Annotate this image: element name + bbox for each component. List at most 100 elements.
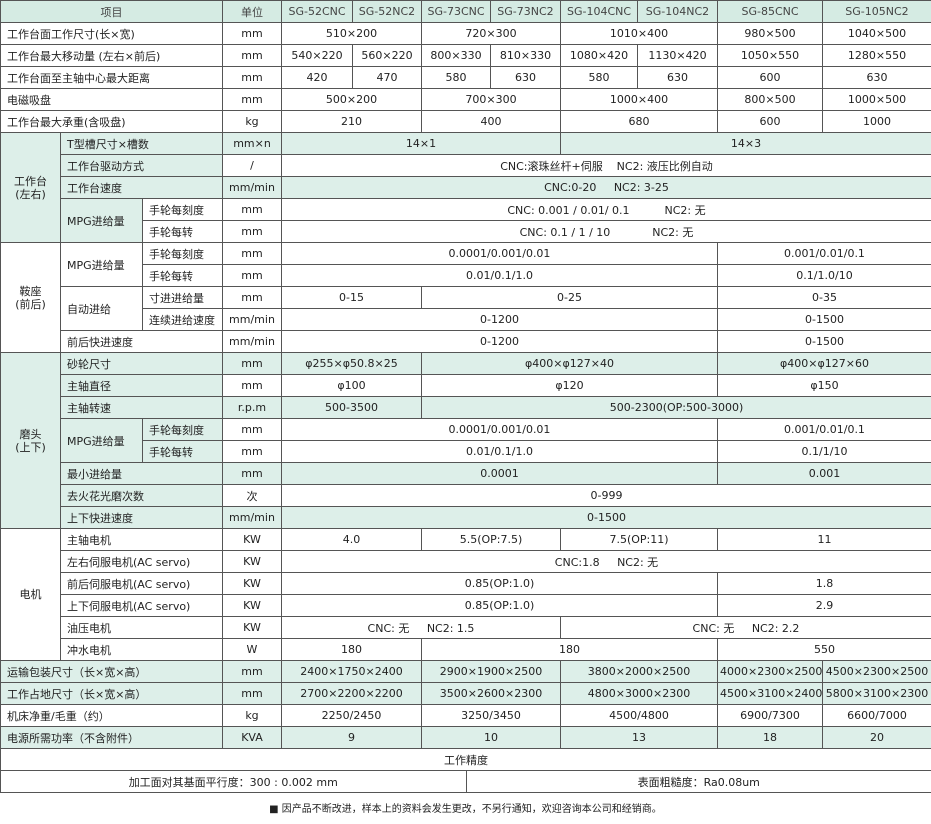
- table-row: 上下伺服电机(AC servo) KW 0.85(OP:1.0) 2.9: [1, 594, 931, 617]
- cell: 手轮每刻度: [142, 198, 223, 221]
- cell: 0.0001/0.001/0.01: [281, 242, 718, 265]
- table-row: 冲水电机 W 180 180 550: [1, 638, 931, 661]
- table-row: 工作台面至主轴中心最大距离 mm 420 470 580 630 580 630 600 630: [0, 66, 931, 89]
- cell: φ255×φ50.8×25: [281, 352, 422, 375]
- cell: 500×200: [281, 88, 422, 111]
- cell: φ150: [717, 374, 931, 397]
- cell: 0-1200: [281, 308, 718, 331]
- table-row: 工作台 (左右) T型槽尺寸×槽数 mm×n 14×1 14×3: [0, 132, 931, 243]
- cell: 4500/4800: [560, 704, 718, 727]
- table-row: 前后快进速度 mm/min 0-1200 0-1500: [1, 330, 931, 353]
- cell: 手轮每刻度: [142, 418, 223, 441]
- cell: 420: [281, 66, 353, 89]
- cell: KVA: [222, 726, 282, 749]
- cell: 14×1: [281, 132, 561, 155]
- cell: 前后快进速度: [60, 330, 223, 353]
- table-row: 鞍座 (前后) MPG进给量 手轮每刻度 mm 0.0001/0.001/0.01 0.0…: [0, 242, 931, 353]
- cell: 0.001: [717, 462, 931, 485]
- cell: mm: [222, 440, 282, 463]
- cell: 0.85(OP:1.0): [281, 572, 718, 595]
- table-row: 工作台驱动方式 / CNC:滚珠丝杆+伺服 NC2: 液压比例自动: [1, 154, 931, 177]
- cell: 4.0: [281, 528, 422, 551]
- header-cell: 单位: [222, 0, 282, 23]
- table-row: 工作台速度 mm/min CNC:0-20 NC2: 3-25: [1, 176, 931, 199]
- cell: 加工面对其基面平行度：300 : 0.002 mm 表面粗糙度：Ra0.08um: [0, 770, 931, 793]
- cell: φ400×φ127×60: [717, 352, 931, 375]
- cell: KW: [222, 594, 282, 617]
- cell: 500-2300(OP:500-3000): [421, 396, 931, 419]
- cell: 630: [490, 66, 561, 89]
- cell: 180: [281, 638, 422, 661]
- cell: 前后伺服电机(AC servo): [60, 572, 223, 595]
- table-row: 电源所需功率（不含附件） KVA 9 10 13 18 20: [0, 726, 931, 749]
- cell: 主轴电机: [60, 528, 223, 551]
- cell: 9: [281, 726, 422, 749]
- table-row: 工作台面工作尺寸(长×宽) mm 510×200 720×300 1010×400 980…: [0, 22, 931, 45]
- table-row: 机床净重/毛重（约） kg 2250/2450 3250/3450 4500/4800 6…: [0, 704, 931, 727]
- table-row: 主轴转速 r.p.m 500-3500 500-2300(OP:500-3000): [1, 396, 931, 419]
- table-row: 加工面对其基面平行度：300 : 0.002 mm 表面粗糙度：Ra0.08um: [0, 770, 931, 793]
- cell: 0-1200: [281, 330, 718, 353]
- cell: 3800×2000×2500: [560, 660, 718, 683]
- cell: 400: [421, 110, 561, 133]
- cell: 550: [717, 638, 931, 661]
- cell: 0-999: [281, 484, 931, 507]
- cell: kg: [222, 110, 282, 133]
- table-row: 油压电机 KW CNC: 无 NC2: 1.5 CNC: 无 NC2: 2.2: [1, 616, 931, 639]
- cell: CNC: 无 NC2: 2.2: [560, 616, 931, 639]
- table-row: 工作占地尺寸（长×宽×高） mm 2700×2200×2200 3500×2600×2…: [0, 682, 931, 705]
- cell: 600: [717, 110, 823, 133]
- cell: 工作台速度: [60, 176, 223, 199]
- cell: MPG进给量: [60, 418, 143, 463]
- cell: 手轮每转: [142, 220, 223, 243]
- cell: MPG进给量: [60, 198, 143, 243]
- cell: 0-1500: [717, 330, 931, 353]
- header-cell: SG-73CNC: [421, 0, 491, 23]
- cell: 手轮每转: [142, 440, 223, 463]
- cell: 4800×3000×2300: [560, 682, 718, 705]
- cell: 1000: [822, 110, 931, 133]
- cell: 630: [637, 66, 718, 89]
- cell: mm: [222, 44, 282, 67]
- cell: mm: [222, 198, 282, 221]
- cell: 14×3: [560, 132, 931, 155]
- cell: 上下快进速度: [60, 506, 223, 529]
- header-cell: SG-52NC2: [352, 0, 422, 23]
- cell: mm: [222, 660, 282, 683]
- cell: 0.01/0.1/1.0: [281, 440, 718, 463]
- cell: mm: [222, 352, 282, 375]
- cell: 6600/7000: [822, 704, 931, 727]
- cell: 1000×400: [560, 88, 718, 111]
- table-row: 项目 单位 SG-52CNC SG-52NC2 SG-73CNC SG-73NC2 SG-1…: [0, 0, 931, 23]
- cell: 运输包装尺寸（长×宽×高）: [0, 660, 223, 683]
- cell: 1010×400: [560, 22, 718, 45]
- table-row: 工作精度: [0, 748, 931, 771]
- cell: 主轴转速: [60, 396, 223, 419]
- header-cell: SG-85CNC: [717, 0, 823, 23]
- header-cell: SG-104CNC: [560, 0, 638, 23]
- cell: 3500×2600×2300: [421, 682, 561, 705]
- table-row: 磨头 (上下) 砂轮尺寸 mm φ255×φ50.8×25 φ400×φ127×40 φ4…: [0, 352, 931, 529]
- table-row: 去火花光磨次数次 0-999: [1, 484, 931, 507]
- cell: 工作占地尺寸（长×宽×高）: [0, 682, 223, 705]
- cell: mm: [222, 418, 282, 441]
- spec-table: 项目 单位 SG-52CNC SG-52NC2 SG-73CNC SG-73NC2 SG-1…: [0, 0, 931, 793]
- cell: mm: [222, 66, 282, 89]
- cell: 0-25: [421, 286, 718, 309]
- header-cell: SG-104NC2: [637, 0, 718, 23]
- cell: mm: [222, 462, 282, 485]
- cell: 工作台最大承重(含吸盘): [0, 110, 223, 133]
- cell: 0.1/1.0/10: [717, 264, 931, 287]
- cell: 1.8: [717, 572, 931, 595]
- cell: 次: [222, 484, 282, 507]
- cell: 0-1500: [281, 506, 931, 529]
- cell: 0.85(OP:1.0): [281, 594, 718, 617]
- cell: 5800×3100×2300: [822, 682, 931, 705]
- cell: 680: [560, 110, 718, 133]
- cell: mm×n: [222, 132, 282, 155]
- cell: 810×330: [490, 44, 561, 67]
- cell: 工作台驱动方式: [60, 154, 223, 177]
- cell: mm/min: [222, 176, 282, 199]
- table-row: 工作台最大承重(含吸盘) kg 210 400 680 600 1000: [0, 110, 931, 133]
- cell: 工作台面至主轴中心最大距离: [0, 66, 223, 89]
